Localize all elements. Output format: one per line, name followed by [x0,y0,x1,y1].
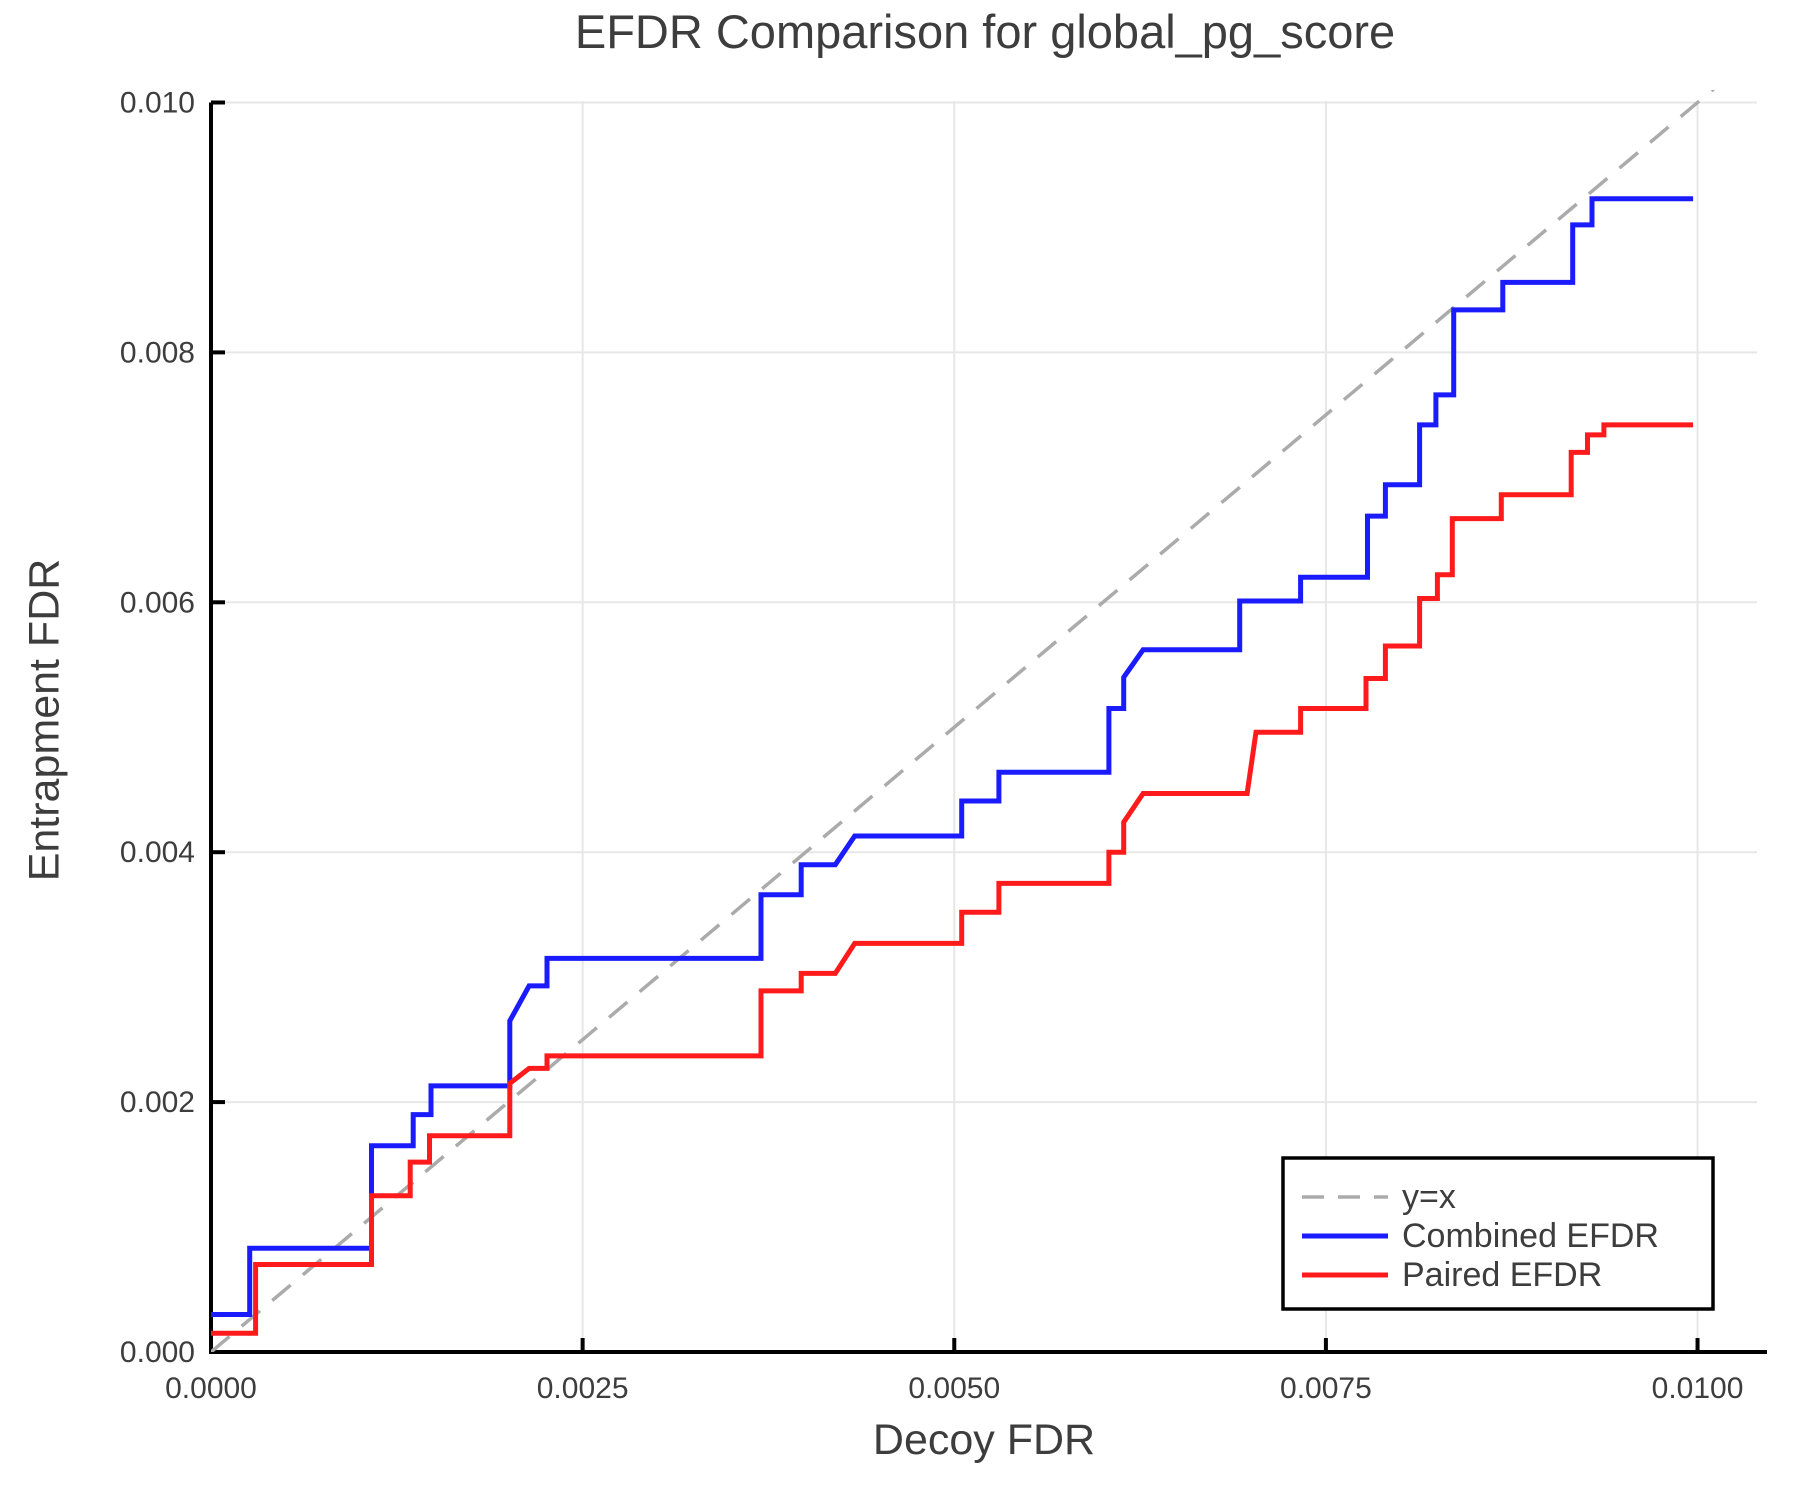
x-tick-label: 0.0100 [1652,1372,1744,1405]
series-paired-efdr-line [211,422,1694,1336]
x-tick-label: 0.0050 [908,1372,1000,1405]
x-tick-label: 0.0075 [1280,1372,1372,1405]
x-tick-label: 0.0025 [537,1372,629,1405]
legend-label: y=x [1402,1178,1456,1216]
legend-label: Combined EFDR [1402,1217,1659,1255]
y-tick-label: 0.002 [120,1086,195,1119]
y-tick-label: 0.006 [120,586,195,619]
y-tick-label: 0.010 [120,86,195,119]
y-tick-label: 0.000 [120,1336,195,1369]
legend-label: Paired EFDR [1402,1256,1602,1294]
y-axis-label: Entrapment FDR [20,558,69,882]
series-y-x-line [211,90,1716,1352]
y-tick-label: 0.008 [120,336,195,369]
chart-title: EFDR Comparison for global_pg_score [574,5,1396,58]
x-axis-label: Decoy FDR [872,1416,1096,1464]
series-combined-efdr-line [211,196,1694,1317]
x-tick-label: 0.0000 [165,1372,257,1405]
y-tick-label: 0.004 [120,836,195,869]
